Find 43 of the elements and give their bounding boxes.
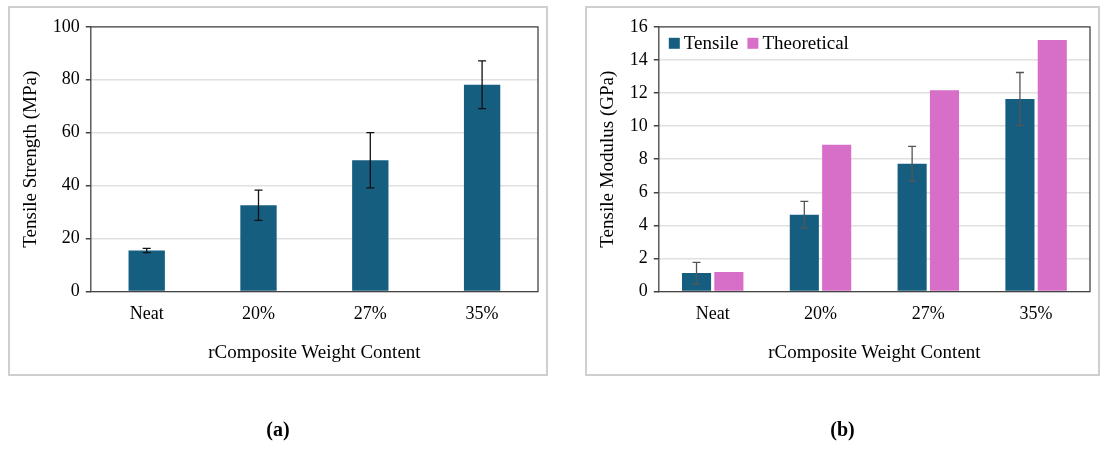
bar [897, 163, 927, 291]
x-axis-title: rComposite Weight Content [208, 340, 422, 362]
y-tick-label: 16 [629, 15, 648, 36]
y-tick-label: 100 [52, 15, 80, 36]
y-tick-label: 6 [638, 181, 648, 202]
text: (a) [265, 418, 291, 441]
legend-label: Theoretical [762, 31, 849, 53]
bar [352, 160, 389, 291]
x-axis-title: rComposite Weight Content [768, 340, 982, 362]
x-tick-label: 35% [465, 303, 499, 324]
y-tick-label: 60 [61, 121, 80, 142]
x-tick-label: 20% [804, 303, 837, 324]
legend-label: Tensile [683, 31, 739, 53]
y-tick-label: 4 [638, 214, 648, 235]
bar [240, 205, 277, 291]
text: (b) [829, 418, 856, 441]
y-tick-label: 10 [629, 114, 648, 135]
bar [1005, 98, 1035, 291]
y-tick-label: 14 [629, 48, 648, 69]
x-tick-label: 27% [353, 303, 387, 324]
x-tick-label: Neat [695, 303, 730, 324]
y-tick-label: 2 [638, 247, 648, 268]
y-axis-title: Tensile Strength (MPa) [19, 70, 42, 248]
bar [1037, 40, 1067, 291]
y-tick-label: 0 [70, 280, 80, 301]
bar [463, 84, 501, 291]
bar [789, 214, 819, 291]
x-tick-label: 27% [911, 303, 945, 324]
x-tick-label: 35% [1019, 303, 1053, 324]
y-tick-label: 0 [638, 280, 648, 301]
bar [681, 273, 712, 291]
y-tick-label: 80 [61, 68, 80, 89]
bar [822, 144, 852, 291]
bar [929, 90, 960, 291]
bar [128, 250, 165, 291]
x-tick-label: 20% [242, 303, 275, 324]
y-tick-label: 40 [61, 174, 80, 195]
y-axis-title: Tensile Modulus (GPa) [596, 70, 619, 248]
y-tick-label: 8 [638, 147, 648, 168]
y-tick-label: 20 [61, 227, 80, 248]
bar [714, 272, 744, 291]
y-tick-label: 12 [629, 81, 648, 102]
x-tick-label: Neat [129, 303, 164, 324]
